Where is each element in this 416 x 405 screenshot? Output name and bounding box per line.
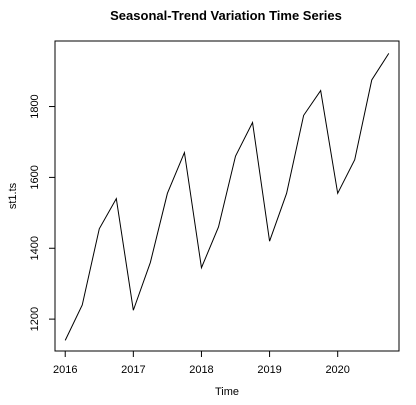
chart-title: Seasonal-Trend Variation Time Series: [110, 8, 342, 23]
y-tick-label: 1600: [29, 165, 41, 189]
x-tick-label: 2018: [189, 364, 213, 376]
x-tick-label: 2019: [257, 364, 281, 376]
y-tick-label: 1200: [29, 307, 41, 331]
x-tick-label: 2020: [325, 364, 349, 376]
x-axis-label: Time: [215, 386, 239, 398]
x-tick-label: 2016: [53, 364, 77, 376]
x-axis: 2016 2017 2018 2019 2020: [53, 351, 350, 376]
x-tick-label: 2017: [121, 364, 145, 376]
series-line-0: [64, 53, 390, 341]
plot-area: [64, 53, 390, 341]
y-axis-label: st1.ts: [7, 182, 19, 209]
plot-frame: [54, 40, 400, 352]
y-tick-label: 1400: [29, 236, 41, 260]
y-axis: 1200 1400 1600 1800: [29, 94, 55, 331]
y-tick-label: 1800: [29, 94, 41, 118]
